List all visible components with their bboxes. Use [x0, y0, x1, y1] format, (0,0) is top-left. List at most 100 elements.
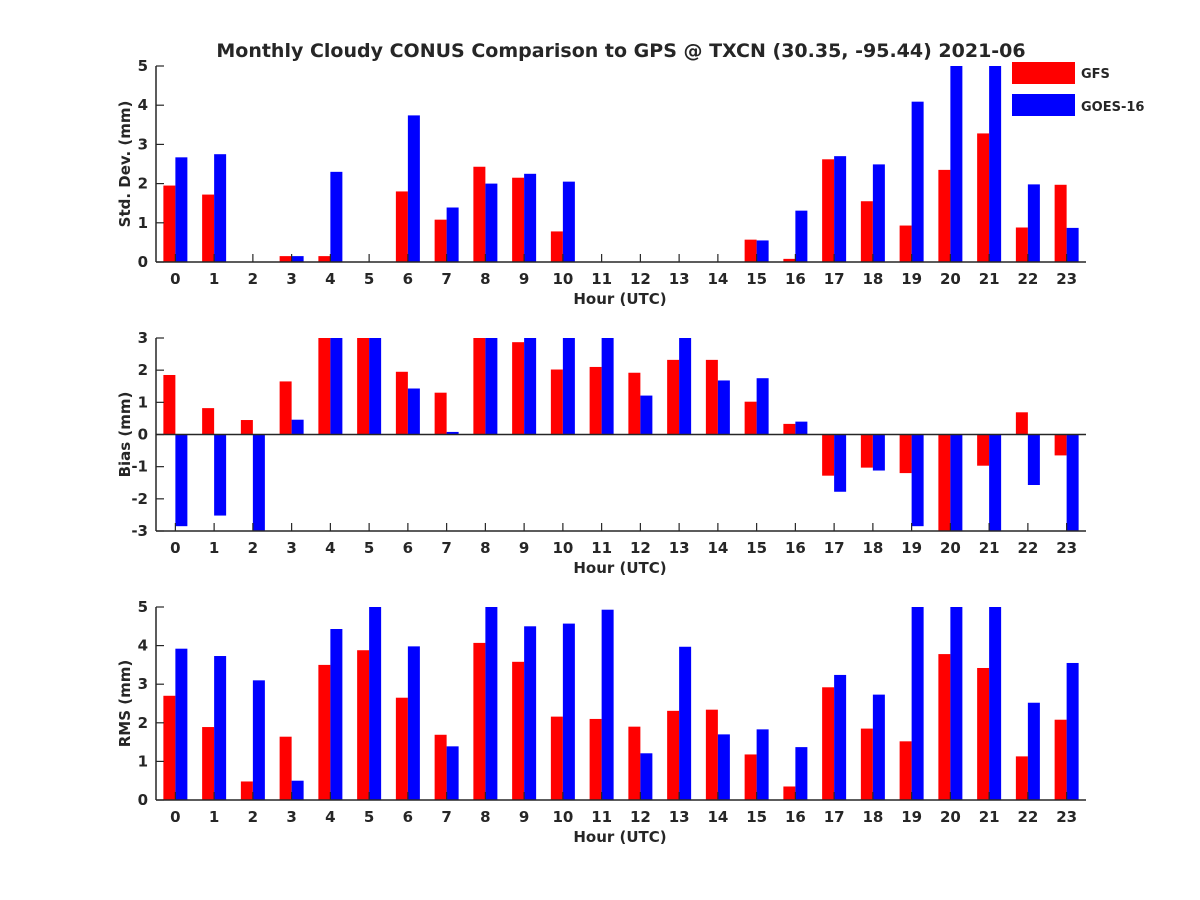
- bias-bar-gfs-17: [822, 434, 835, 476]
- std-dev-bar-goes16-23: [1066, 227, 1079, 262]
- rms-bar-gfs-14: [705, 709, 718, 800]
- legend-label-goes16: GOES-16: [1081, 100, 1144, 115]
- std-dev-bar-gfs-16: [783, 258, 796, 262]
- legend-swatch-gfs: [1012, 62, 1075, 84]
- rms-xtick-label: 7: [441, 808, 451, 826]
- bias-bar-goes16-1: [214, 434, 227, 516]
- std-dev-bar-goes16-16: [795, 210, 808, 262]
- std-dev-xtick-label: 7: [441, 270, 451, 288]
- std-dev-ytick-label: 4: [138, 96, 148, 114]
- bias-xtick-label: 1: [209, 539, 219, 557]
- bias-bar-goes16-23: [1066, 434, 1079, 531]
- std-dev-xtick-label: 14: [707, 270, 728, 288]
- rms-bar-goes16-21: [989, 607, 1002, 800]
- bias-xtick-label: 18: [862, 539, 883, 557]
- rms-bar-goes16-10: [562, 623, 575, 800]
- bias-bar-gfs-18: [860, 434, 873, 468]
- std-dev-xtick-label: 23: [1056, 270, 1077, 288]
- std-dev-bar-goes16-18: [872, 164, 885, 262]
- rms-ylabel: RMS (mm): [116, 660, 134, 747]
- rms-xtick-label: 5: [364, 808, 374, 826]
- std-dev-bar-gfs-10: [550, 231, 563, 262]
- rms-xtick-label: 10: [552, 808, 573, 826]
- bias-bar-gfs-13: [667, 359, 680, 435]
- std-dev-bar-goes16-9: [524, 173, 537, 262]
- bias-bar-goes16-11: [601, 338, 614, 435]
- std-dev-ytick-label: 0: [138, 253, 148, 271]
- std-dev-xtick-label: 4: [325, 270, 335, 288]
- std-dev-ylabel: Std. Dev. (mm): [116, 101, 134, 228]
- rms-bar-gfs-19: [899, 741, 912, 800]
- rms-bar-gfs-12: [628, 726, 641, 800]
- bias-bar-gfs-3: [279, 381, 292, 435]
- std-dev-bar-goes16-4: [330, 171, 343, 262]
- bias-bar-goes16-6: [407, 388, 420, 435]
- rms-ytick-label: 4: [138, 637, 148, 655]
- std-dev-xtick-label: 8: [480, 270, 490, 288]
- bias-xtick-label: 7: [441, 539, 451, 557]
- bias-bar-gfs-8: [473, 338, 486, 435]
- bias-bar-goes16-21: [989, 434, 1002, 531]
- std-dev-bar-gfs-4: [318, 256, 331, 262]
- rms-bar-goes16-5: [369, 607, 382, 800]
- std-dev-xtick-label: 11: [591, 270, 612, 288]
- std-dev-xtick-label: 18: [862, 270, 883, 288]
- bias-ytick-label: 2: [138, 361, 148, 379]
- bias-bar-goes16-18: [872, 434, 885, 471]
- rms-bar-gfs-4: [318, 664, 331, 800]
- bias-bar-gfs-11: [589, 366, 602, 435]
- bias-bar-gfs-6: [395, 371, 408, 435]
- rms-bar-goes16-0: [175, 648, 188, 800]
- rms-bar-gfs-2: [240, 781, 253, 800]
- bias-xtick-label: 13: [669, 539, 690, 557]
- std-dev-xtick-label: 19: [901, 270, 922, 288]
- rms-xtick-label: 2: [248, 808, 258, 826]
- rms-bar-goes16-9: [524, 626, 537, 800]
- std-dev-ytick-label: 2: [138, 175, 148, 193]
- rms-bar-gfs-9: [512, 661, 525, 800]
- rms-xtick-label: 3: [286, 808, 296, 826]
- bias-ylabel: Bias (mm): [116, 392, 134, 478]
- rms-bar-gfs-3: [279, 736, 292, 800]
- rms-bar-gfs-10: [550, 716, 563, 800]
- bias-bar-gfs-2: [240, 420, 253, 435]
- bias-bar-gfs-20: [938, 434, 951, 531]
- bias-bar-goes16-0: [175, 434, 188, 527]
- rms-xtick-label: 14: [707, 808, 728, 826]
- bias-bar-goes16-15: [756, 378, 769, 435]
- rms-bar-goes16-19: [911, 607, 924, 800]
- rms-xlabel: Hour (UTC): [573, 828, 666, 846]
- bias-bar-gfs-16: [783, 423, 796, 435]
- rms-xtick-label: 4: [325, 808, 335, 826]
- rms-bar-goes16-2: [252, 680, 265, 800]
- bias-xtick-label: 9: [519, 539, 529, 557]
- rms-bar-gfs-0: [163, 695, 176, 800]
- std-dev-bar-goes16-21: [989, 66, 1002, 262]
- rms-bar-gfs-11: [589, 718, 602, 800]
- bias-bar-gfs-12: [628, 372, 641, 435]
- rms-xtick-label: 1: [209, 808, 219, 826]
- std-dev-ytick-label: 5: [138, 57, 148, 75]
- rms-bar-goes16-3: [291, 780, 304, 800]
- std-dev-bar-goes16-22: [1027, 184, 1040, 262]
- rms-ytick-label: 0: [138, 791, 148, 809]
- rms-ytick-label: 1: [138, 752, 148, 770]
- std-dev-xtick-label: 15: [746, 270, 767, 288]
- legend: GFS GOES-16: [1012, 62, 1144, 116]
- bias-xtick-label: 20: [940, 539, 961, 557]
- rms-xtick-label: 11: [591, 808, 612, 826]
- bias-bar-gfs-4: [318, 338, 331, 435]
- rms-bar-goes16-18: [872, 694, 885, 800]
- std-dev-xtick-label: 6: [403, 270, 413, 288]
- std-dev-bar-gfs-7: [434, 219, 447, 262]
- std-dev-bar-gfs-20: [938, 169, 951, 262]
- rms-bar-gfs-21: [977, 667, 990, 800]
- rms-bar-gfs-1: [202, 727, 215, 800]
- std-dev-xtick-label: 0: [170, 270, 180, 288]
- std-dev-xtick-label: 22: [1017, 270, 1038, 288]
- bias-xtick-label: 21: [979, 539, 1000, 557]
- rms-xtick-label: 21: [979, 808, 1000, 826]
- bias-xtick-label: 11: [591, 539, 612, 557]
